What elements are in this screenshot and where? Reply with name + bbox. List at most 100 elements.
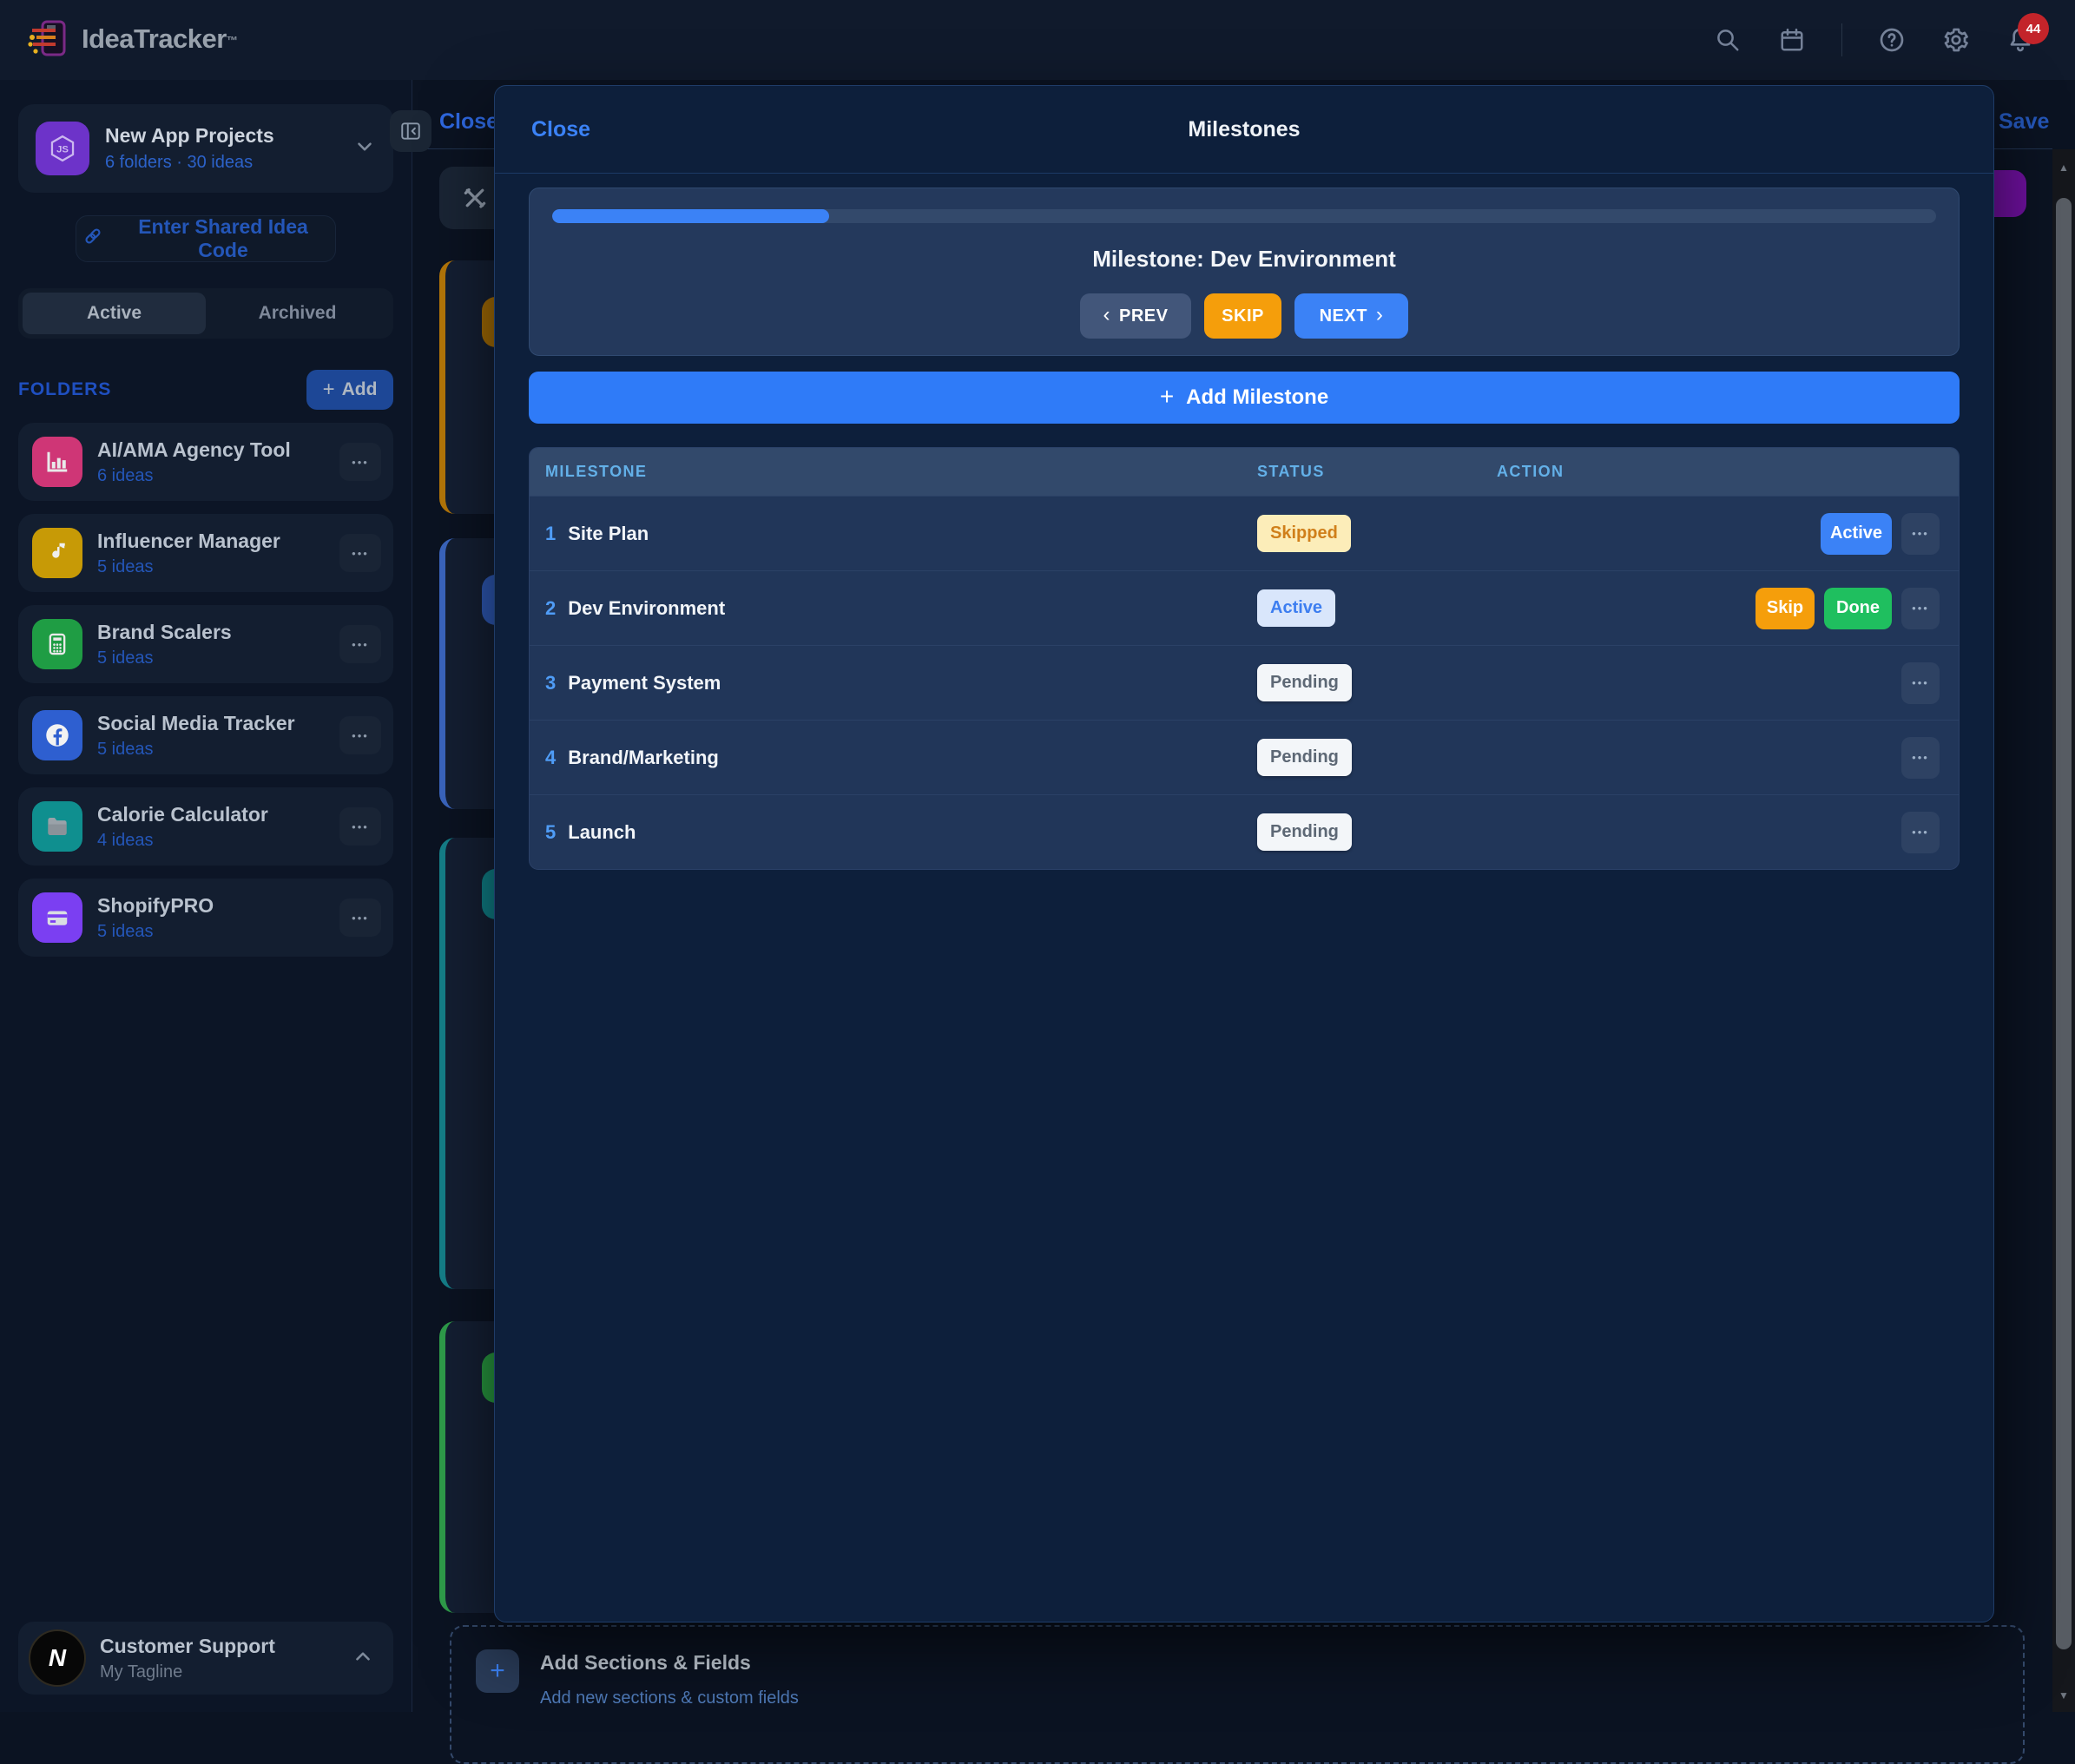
background-save-button[interactable]: Save <box>1999 109 2050 134</box>
column-header-action: ACTION <box>1497 463 1564 480</box>
table-row: 3 Payment System Pending <box>530 645 1959 720</box>
milestone-name: Payment System <box>568 671 721 694</box>
top-bar: IdeaTracker™ 44 <box>0 0 2075 80</box>
link-icon <box>82 225 104 253</box>
user-name: Customer Support <box>100 1634 275 1657</box>
table-row: 4 Brand/Marketing Pending <box>530 720 1959 794</box>
folder-item-influencer-manager[interactable]: Influencer Manager 5 ideas <box>18 514 393 592</box>
background-close-button[interactable]: Close <box>439 109 499 134</box>
folder-more-button[interactable] <box>339 807 381 846</box>
milestone-number: 5 <box>545 820 557 843</box>
plus-icon: + <box>1159 383 1175 410</box>
chevron-down-icon <box>353 135 376 162</box>
folder-idea-count: 6 ideas <box>97 465 154 485</box>
add-sections-fields-panel[interactable]: Add Sections & Fields Add new sections &… <box>450 1625 2025 1764</box>
add-folder-button[interactable]: Add <box>306 370 393 410</box>
workspace-name: New App Projects <box>105 124 274 147</box>
folder-idea-count: 5 ideas <box>97 556 154 576</box>
next-milestone-button[interactable]: NEXT › <box>1294 293 1408 339</box>
row-more-button[interactable] <box>1901 736 1940 779</box>
column-header-status: STATUS <box>1257 463 1325 480</box>
collapse-sidebar-button[interactable] <box>390 110 431 152</box>
toolbar-divider <box>1841 23 1842 56</box>
folder-name: Social Media Tracker <box>97 711 295 734</box>
active-archived-toggle: Active Archived <box>18 288 393 339</box>
chevron-right-icon: › <box>1375 303 1384 326</box>
bar-chart-icon <box>32 437 82 487</box>
folder-more-button[interactable] <box>339 898 381 937</box>
folder-more-button[interactable] <box>339 716 381 754</box>
tab-archived[interactable]: Archived <box>258 303 337 323</box>
folder-name: Influencer Manager <box>97 529 280 552</box>
calendar-icon[interactable] <box>1777 25 1807 55</box>
help-icon[interactable] <box>1877 25 1907 55</box>
current-milestone-card: Milestone: Dev Environment ‹ PREV SKIP NE… <box>529 188 1960 356</box>
scrollbar-up-arrow[interactable]: ▲ <box>2059 161 2069 174</box>
milestone-name: Launch <box>568 820 636 843</box>
trademark: ™ <box>226 33 238 47</box>
facebook-icon <box>32 710 82 760</box>
enter-shared-idea-code-button[interactable]: Enter Shared Idea Code <box>76 215 336 262</box>
notifications-bell-icon[interactable]: 44 <box>2006 13 2049 55</box>
skip-milestone-button[interactable]: SKIP <box>1204 293 1281 339</box>
user-profile-card[interactable]: N Customer Support My Tagline <box>18 1622 393 1695</box>
scrollbar-down-arrow[interactable]: ▼ <box>2059 1689 2069 1701</box>
progress-fill <box>552 209 829 223</box>
set-active-button[interactable]: Active <box>1821 512 1892 555</box>
milestone-number: 2 <box>545 596 557 619</box>
folder-name: Calorie Calculator <box>97 802 268 826</box>
folder-item-social-media-tracker[interactable]: Social Media Tracker 5 ideas <box>18 696 393 774</box>
search-icon[interactable] <box>1713 25 1742 55</box>
add-milestone-button[interactable]: + Add Milestone <box>529 372 1960 424</box>
row-more-button[interactable] <box>1901 811 1940 853</box>
milestone-progress-bar <box>552 209 1936 223</box>
folder-idea-count: 4 ideas <box>97 830 154 850</box>
tab-active[interactable]: Active <box>23 293 206 334</box>
milestones-table: MILESTONE STATUS ACTION 1 Site Plan Skipp… <box>529 447 1960 870</box>
skip-row-button[interactable]: Skip <box>1756 587 1815 629</box>
folder-name: Brand Scalers <box>97 620 232 643</box>
folder-more-button[interactable] <box>339 625 381 663</box>
folder-more-button[interactable] <box>339 534 381 572</box>
workspace-meta: 6 folders · 30 ideas <box>105 153 254 172</box>
folder-more-button[interactable] <box>339 443 381 481</box>
workspace-js-icon: JS <box>36 122 89 175</box>
status-badge: Pending <box>1257 813 1352 851</box>
folder-name: AI/AMA Agency Tool <box>97 438 291 461</box>
milestone-number: 3 <box>545 671 557 694</box>
prev-milestone-button[interactable]: ‹ PREV <box>1080 293 1191 339</box>
chevron-left-icon: ‹ <box>1103 303 1111 326</box>
folder-item-brand-scalers[interactable]: Brand Scalers 5 ideas <box>18 605 393 683</box>
milestone-name: Brand/Marketing <box>568 746 719 768</box>
row-more-button[interactable] <box>1901 512 1940 555</box>
add-sections-plus-button[interactable] <box>476 1649 519 1693</box>
tools-icon <box>464 188 486 208</box>
scrollbar-thumb[interactable] <box>2056 198 2072 1649</box>
table-row: 1 Site Plan Skipped Active <box>530 496 1959 570</box>
collapse-panel-icon <box>401 122 420 140</box>
modal-title: Milestones <box>1188 116 1301 142</box>
app-logo-icon <box>28 18 69 63</box>
chevron-up-icon <box>352 1645 374 1672</box>
folder-item-shopifypro[interactable]: ShopifyPRO 5 ideas <box>18 879 393 957</box>
svg-text:JS: JS <box>56 145 69 155</box>
row-more-button[interactable] <box>1901 587 1940 629</box>
page-scrollbar[interactable]: ▲ ▼ <box>2052 149 2075 1712</box>
modal-close-button[interactable]: Close <box>531 116 591 142</box>
table-row: 5 Launch Pending <box>530 794 1959 869</box>
table-row: 2 Dev Environment Active Skip Done <box>530 570 1959 645</box>
folder-idea-count: 5 ideas <box>97 921 154 941</box>
folder-item-calorie-calculator[interactable]: Calorie Calculator 4 ideas <box>18 787 393 866</box>
folder-item-ai-ama-agency-tool[interactable]: AI/AMA Agency Tool 6 ideas <box>18 423 393 501</box>
column-header-milestone: MILESTONE <box>545 463 648 480</box>
add-sections-title: Add Sections & Fields <box>540 1651 751 1674</box>
done-row-button[interactable]: Done <box>1824 587 1892 629</box>
workspace-selector[interactable]: JS New App Projects 6 folders · 30 ideas <box>18 104 393 193</box>
app-name: IdeaTracker™ <box>82 23 238 54</box>
settings-gear-icon[interactable] <box>1941 25 1971 55</box>
app-logo: IdeaTracker™ <box>28 18 238 63</box>
milestone-name: Dev Environment <box>568 596 726 619</box>
credit-card-icon <box>32 892 82 943</box>
row-more-button[interactable] <box>1901 662 1940 704</box>
milestone-number: 4 <box>545 746 557 768</box>
